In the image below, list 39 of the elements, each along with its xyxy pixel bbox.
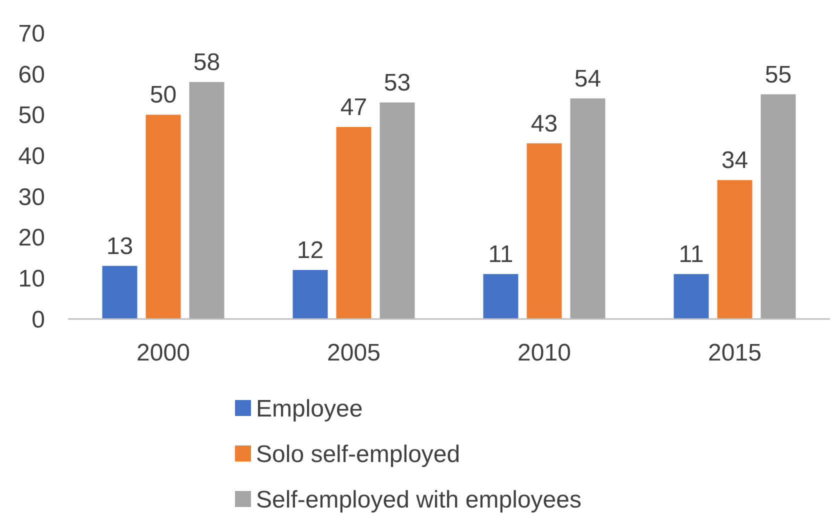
x-tick-label: 2000 — [136, 339, 190, 366]
y-tick-label: 20 — [18, 224, 45, 252]
bar — [189, 82, 224, 319]
y-tick-label: 40 — [18, 142, 45, 170]
y-tick-label: 50 — [18, 102, 45, 130]
data-label: 12 — [296, 236, 324, 264]
bar — [102, 266, 138, 319]
data-label: 13 — [106, 232, 134, 260]
data-label: 54 — [574, 65, 602, 92]
x-tick-label: 2005 — [327, 339, 380, 366]
y-tick-label: 10 — [18, 266, 45, 293]
bar — [570, 98, 606, 319]
data-label: 58 — [193, 49, 220, 76]
data-label: 11 — [678, 241, 704, 268]
data-label: 53 — [384, 69, 411, 96]
y-tick-label: 60 — [18, 61, 45, 88]
data-label: 55 — [764, 61, 792, 88]
data-label: 34 — [721, 147, 748, 174]
legend-label: Self-employed with employees — [256, 486, 582, 514]
data-label: 47 — [340, 94, 368, 121]
x-tick-label: 2015 — [708, 339, 762, 366]
y-tick-label: 0 — [32, 306, 45, 334]
legend-label: Employee — [256, 395, 363, 422]
y-tick-label: 70 — [18, 20, 45, 48]
bar — [336, 126, 372, 319]
bar — [717, 180, 752, 319]
y-tick-label: 30 — [18, 184, 45, 211]
bar — [292, 270, 328, 319]
bar — [483, 274, 518, 319]
bar — [674, 274, 709, 319]
data-label: 11 — [488, 241, 514, 268]
x-tick-label: 2010 — [518, 339, 571, 366]
bar — [146, 114, 181, 319]
bar — [380, 102, 415, 319]
data-label: 43 — [530, 110, 558, 138]
bar — [526, 143, 562, 319]
bar — [760, 94, 796, 319]
data-label: 50 — [150, 82, 177, 109]
legend-label: Solo self-employed — [256, 440, 460, 468]
